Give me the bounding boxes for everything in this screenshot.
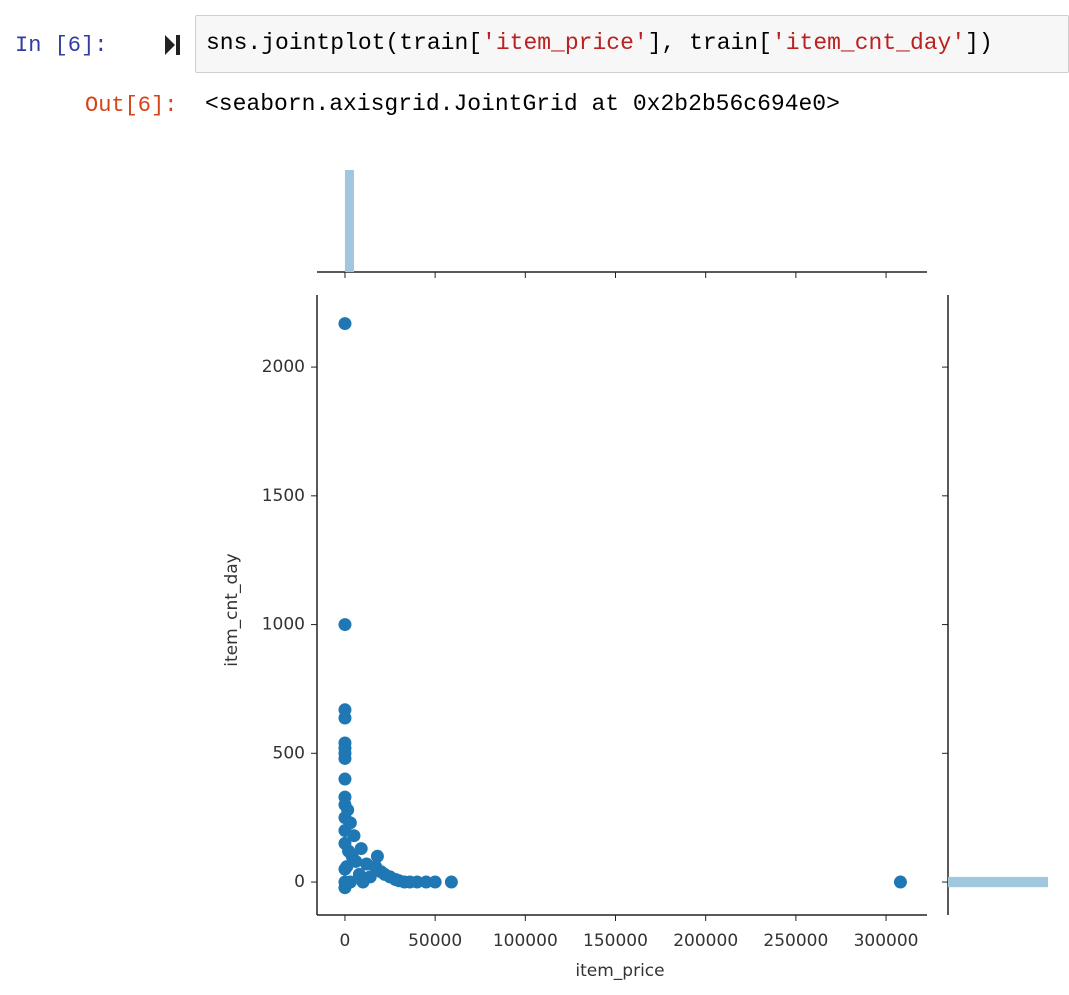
x-tick-label: 300000	[854, 931, 919, 951]
y-tick-label: 1000	[262, 615, 305, 635]
code-token: 'item_price'	[482, 30, 648, 56]
code-cell[interactable]: sns.jointplot(train['item_price'], train…	[195, 15, 1069, 73]
scatter-point	[340, 860, 354, 874]
scatter-point	[338, 711, 352, 725]
scatter-point	[341, 803, 355, 817]
code-line: sns.jointplot(train['item_price'], train…	[206, 30, 993, 56]
code-token: ])	[965, 30, 993, 56]
x-tick-label: 50000	[408, 931, 462, 951]
scatter-point	[444, 875, 458, 889]
x-tick-label: 200000	[673, 931, 738, 951]
y-tick-label: 2000	[262, 357, 305, 377]
y-axis-label: item_cnt_day	[222, 553, 242, 666]
scatter-point	[338, 618, 352, 632]
code-token: sns.jointplot(train[	[206, 30, 483, 56]
scatter-point	[343, 816, 357, 830]
x-tick-label: 150000	[583, 931, 648, 951]
code-token: 'item_cnt_day'	[771, 30, 966, 56]
scatter-point	[410, 875, 424, 889]
run-icon-triangle	[165, 35, 175, 55]
input-prompt: In [6]:	[15, 33, 108, 58]
scatter-point	[419, 875, 433, 889]
scatter-point	[428, 875, 442, 889]
y-tick-label: 1500	[262, 486, 305, 506]
x-axis-label: item_price	[575, 961, 664, 981]
output-text: <seaborn.axisgrid.JointGrid at 0x2b2b56c…	[205, 91, 840, 117]
scatter-point	[338, 875, 352, 889]
scatter-point	[338, 772, 352, 786]
scatter-point	[370, 849, 384, 863]
marginal-y-bar	[948, 876, 1048, 888]
run-icon-bar	[176, 35, 180, 55]
x-tick-label: 100000	[493, 931, 558, 951]
y-tick-label: 0	[294, 872, 305, 892]
scatter-point	[356, 875, 370, 889]
scatter-point	[338, 317, 352, 331]
x-tick-label: 250000	[763, 931, 828, 951]
y-tick-label: 500	[273, 743, 305, 763]
scatter-point	[347, 829, 361, 843]
scatter-point	[354, 842, 368, 856]
marginal-x-bar	[344, 170, 354, 272]
scatter-point	[893, 875, 907, 889]
scatter-point	[338, 751, 352, 765]
output-prompt: Out[6]:	[85, 93, 178, 118]
run-icon[interactable]	[163, 33, 183, 57]
code-token: ], train[	[647, 30, 772, 56]
x-tick-label: 0	[340, 931, 351, 951]
